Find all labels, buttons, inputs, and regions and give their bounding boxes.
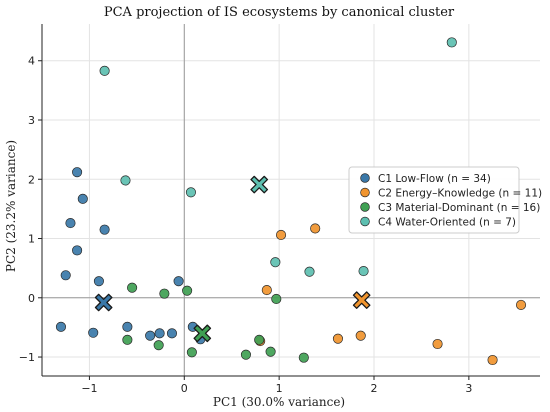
data-point-c2 <box>261 285 272 296</box>
data-point-c2 <box>355 330 366 341</box>
data-point-c4 <box>120 175 131 186</box>
data-point-c1 <box>77 193 88 204</box>
data-point-c3 <box>265 346 276 357</box>
data-point-c1 <box>99 224 110 235</box>
cluster-centroids <box>94 175 371 343</box>
centroid-marker-c3 <box>193 324 212 343</box>
data-point-c1 <box>173 276 184 287</box>
data-point-c3 <box>153 340 164 351</box>
data-point-c1 <box>88 327 99 338</box>
y-tick-label: 2 <box>28 173 35 186</box>
data-point-c3 <box>159 288 170 299</box>
data-point-c3 <box>122 334 133 345</box>
data-point-c2 <box>332 333 344 344</box>
data-point-c1 <box>166 328 178 339</box>
legend-label-c3: C3 Material-Dominant (n = 16) <box>378 202 540 214</box>
axis-ticks: −1 0 1 2 3 −1 0 1 2 3 4 <box>19 55 473 395</box>
centroid-marker-c4 <box>250 175 269 194</box>
legend: C1 Low-Flow (n = 34) C2 Energy–Knowledge … <box>348 166 542 234</box>
x-tick-label: 0 <box>181 382 188 395</box>
data-point-c2 <box>487 354 498 366</box>
data-point-c1 <box>145 330 156 341</box>
data-point-c2 <box>310 223 321 234</box>
y-tick-label: 0 <box>28 292 35 305</box>
data-point-c3 <box>182 285 193 296</box>
y-tick-label: 1 <box>28 233 35 246</box>
data-point-c4 <box>99 65 110 76</box>
x-axis-label: PC1 (30.0% variance) <box>213 395 345 409</box>
data-point-c3 <box>254 334 265 345</box>
centroid-marker-c1 <box>94 293 113 312</box>
legend-label-c1: C1 Low-Flow (n = 34) <box>378 173 491 185</box>
x-tick-label: 2 <box>371 382 378 395</box>
data-point-c4 <box>185 187 196 198</box>
data-point-c1 <box>65 218 76 229</box>
legend-label-c4: C4 Water-Oriented (n = 7) <box>378 216 516 228</box>
legend-marker-c1 <box>360 173 370 183</box>
data-point-c1 <box>72 245 83 256</box>
data-point-c1 <box>122 321 133 332</box>
data-points <box>55 37 527 366</box>
data-point-c4 <box>304 266 315 277</box>
y-tick-label: −1 <box>19 351 35 364</box>
legend-marker-c2 <box>360 187 370 198</box>
x-tick-label: 3 <box>465 382 472 395</box>
legend-marker-c3 <box>360 202 370 212</box>
legend-box <box>348 166 520 234</box>
y-tick-label: 3 <box>28 114 35 127</box>
legend-marker-c4 <box>360 216 370 227</box>
data-point-c4 <box>358 266 369 277</box>
data-point-c1 <box>154 328 165 339</box>
centroid-marker-c2 <box>352 291 371 309</box>
data-point-c1 <box>60 270 71 281</box>
data-point-c3 <box>127 282 138 293</box>
data-point-c1 <box>72 167 83 178</box>
data-point-c2 <box>432 338 443 350</box>
axes <box>41 24 540 377</box>
data-point-c3 <box>271 293 282 305</box>
x-tick-label: 1 <box>276 382 283 395</box>
y-axis-label: PC2 (23.2% variance) <box>4 140 18 272</box>
y-tick-label: 4 <box>28 55 35 68</box>
data-point-c1 <box>55 321 67 332</box>
legend-label-c2: C2 Energy–Knowledge (n = 11) <box>378 187 542 199</box>
data-point-c2 <box>275 229 287 241</box>
zero-lines <box>42 24 540 376</box>
data-point-c4 <box>446 37 457 48</box>
data-point-c3 <box>240 349 251 360</box>
chart-title: PCA projection of IS ecosystems by canon… <box>104 5 455 20</box>
x-tick-label: −1 <box>81 382 97 395</box>
data-point-c3 <box>186 347 197 358</box>
data-point-c2 <box>515 299 527 310</box>
data-point-c3 <box>298 352 309 363</box>
data-point-c4 <box>270 257 281 268</box>
data-point-c1 <box>93 276 104 287</box>
